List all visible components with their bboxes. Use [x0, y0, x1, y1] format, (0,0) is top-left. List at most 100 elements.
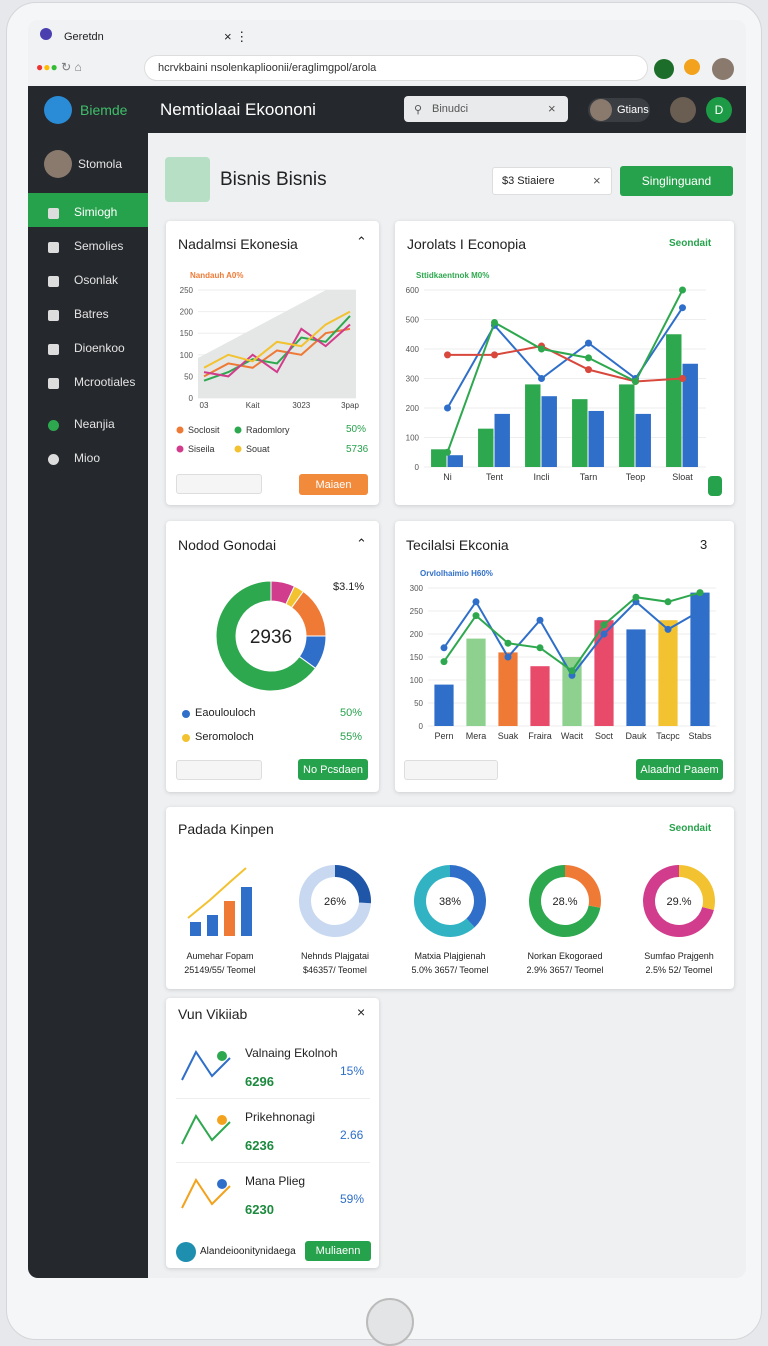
search-text[interactable]: Binudci — [432, 103, 469, 115]
profile-icon[interactable] — [712, 58, 734, 80]
stat: 5736 — [346, 444, 369, 455]
legend-label: Seromoloch — [195, 731, 254, 743]
profile-photo — [44, 150, 72, 178]
menu-item[interactable]: Dioenkoo — [74, 341, 125, 355]
footer-icon — [176, 1242, 196, 1262]
kpi-stat: 25149/55/ Teomel — [184, 965, 256, 975]
card — [166, 221, 379, 505]
avatar[interactable]: D — [706, 97, 732, 123]
menu-item[interactable]: Neanjia — [74, 417, 115, 431]
menu-item[interactable]: Mcrootiales — [74, 375, 136, 389]
kpi-name: Sumfao Prajgenh — [644, 951, 714, 961]
kpi-name: Matxia Plajgienah — [414, 951, 486, 961]
profile-name[interactable]: Stomola — [78, 157, 123, 171]
item-amount: 6230 — [245, 1202, 274, 1217]
user-name[interactable]: Gtians — [617, 104, 649, 116]
stat: 50% — [346, 424, 367, 435]
legend-stat: 55% — [340, 731, 363, 743]
button[interactable]: No Pcsdaen — [298, 759, 368, 780]
filter-clear[interactable]: × — [593, 173, 601, 188]
menu-icon — [48, 208, 59, 219]
card — [166, 521, 379, 792]
toolbar[interactable] — [176, 760, 262, 780]
search-box[interactable] — [404, 96, 568, 122]
page-icon — [165, 157, 210, 202]
menu-item[interactable]: Mioo — [74, 451, 101, 465]
kpi-stat: 2.9% 3657/ Teomel — [526, 965, 604, 975]
address-bar[interactable] — [144, 55, 648, 81]
link[interactable]: Seondait — [669, 238, 712, 249]
item-amount: 6236 — [245, 1138, 274, 1153]
legend-swatch — [182, 710, 190, 718]
close[interactable]: × — [357, 1004, 366, 1020]
menu-item[interactable]: Simiogh — [74, 205, 118, 219]
button[interactable]: Alaadnd Paaem — [636, 759, 723, 780]
home-button[interactable] — [366, 1298, 414, 1346]
item-stat: 15% — [340, 1064, 365, 1078]
app-title: Nemtiolaai Ekoononi — [160, 100, 316, 119]
card-title: Tecilalsi Ekconia — [406, 537, 509, 553]
nav-buttons[interactable]: ●●● ↻ ⌂ — [36, 60, 82, 74]
menu-icon — [48, 310, 59, 321]
screen: Geretdn × ⋮ ●●● ↻ ⌂ hcrvkbaini nsolenkap… — [28, 20, 746, 1278]
search-icon: ⚲ — [414, 104, 423, 116]
search-clear[interactable]: × — [548, 101, 556, 116]
brand[interactable]: Biemde — [80, 102, 128, 118]
card — [395, 221, 734, 505]
item-stat: 59% — [340, 1192, 365, 1206]
item-name: Prikehnonagi — [245, 1110, 316, 1124]
menu-icon — [48, 344, 59, 355]
menu-item[interactable]: Osonlak — [74, 273, 119, 287]
corner-label: $3.1% — [333, 581, 365, 593]
toolbar[interactable] — [404, 760, 498, 780]
filter-text[interactable]: $3 Stiaiere — [502, 175, 555, 187]
tab-close[interactable]: × ⋮ — [224, 29, 249, 44]
legend-swatch — [182, 734, 190, 742]
toolbar[interactable] — [176, 474, 262, 494]
kpi-name: Norkan Ekogoraed — [527, 951, 603, 961]
badge[interactable] — [708, 476, 722, 496]
button[interactable]: Maiaen — [299, 474, 368, 495]
kpi-stat: 2.5% 52/ Teomel — [645, 965, 713, 975]
menu-icon — [48, 454, 59, 465]
card-title: Nodod Gonodai — [178, 537, 277, 553]
footer-text: Alandeioonitynidaega — [200, 1246, 296, 1257]
brand-logo — [44, 96, 72, 124]
menu-item[interactable]: Semolies — [74, 239, 124, 253]
menu-icon — [48, 420, 59, 431]
collapse[interactable]: ⌃ — [356, 536, 367, 551]
kpi-name: Aumehar Fopam — [186, 951, 254, 961]
menu-icon — [48, 276, 59, 287]
kpi-stat: $46357/ Teomel — [303, 965, 367, 975]
filter[interactable] — [492, 167, 612, 195]
user-photo[interactable] — [670, 97, 696, 123]
menu-icon — [48, 242, 59, 253]
ext-icon[interactable] — [684, 59, 700, 75]
menu-item[interactable]: Batres — [74, 307, 109, 321]
item-name: Mana Plieg — [245, 1174, 306, 1188]
user-avatar — [590, 99, 612, 121]
item-stat: 2.66 — [340, 1128, 364, 1142]
card-title: Vun Vikiiab — [178, 1006, 248, 1022]
divider — [176, 1162, 370, 1163]
url[interactable]: hcrvkbaini nsolenkaplioonii/eraglimgpol/… — [158, 62, 377, 74]
ext-icon[interactable] — [654, 59, 674, 79]
card — [395, 521, 734, 792]
kpi-name: Nehnds Plajgatai — [300, 951, 370, 961]
corner-label[interactable]: 3 — [700, 537, 708, 552]
button[interactable]: Muliaenn — [305, 1241, 371, 1261]
item-amount: 6296 — [245, 1074, 274, 1089]
link[interactable]: Seondait — [669, 823, 712, 834]
item-name: Valnaing Ekolnoh — [245, 1046, 338, 1060]
tab-title[interactable]: Geretdn — [64, 31, 104, 43]
sidebar — [28, 133, 148, 1278]
legend-stat: 50% — [340, 707, 363, 719]
page-title: Bisnis Bisnis — [220, 169, 327, 190]
primary-button[interactable]: Singlinguand — [620, 166, 733, 196]
collapse[interactable]: ⌃ — [356, 234, 367, 249]
tab-icon — [40, 28, 52, 40]
card-title: Jorolats I Econopia — [407, 236, 527, 252]
kpi-stat: 5.0% 3657/ Teomel — [411, 965, 489, 975]
legend-label: Eaoulouloch — [195, 707, 256, 719]
